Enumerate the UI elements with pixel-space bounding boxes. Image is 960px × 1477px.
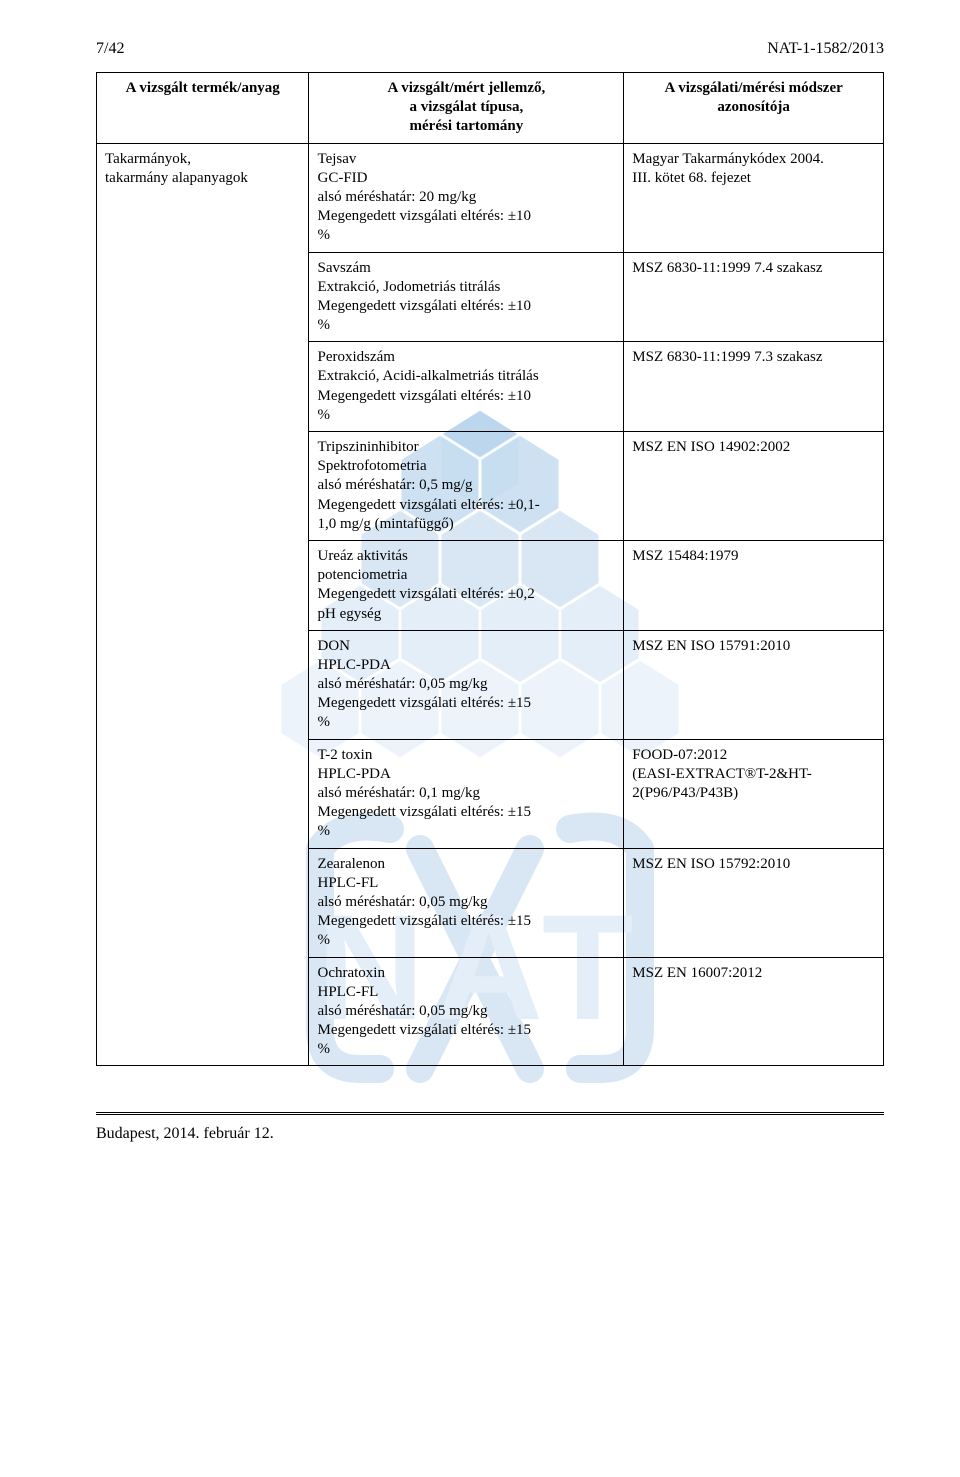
table-row: Takarmányok,takarmány alapanyagok Tejsav… [97,143,884,252]
methods-table: A vizsgált termék/anyag A vizsgált/mért … [96,72,884,1066]
col-header-product: A vizsgált termék/anyag [97,73,309,144]
method-cell: OchratoxinHPLC-FLalsó méréshatár: 0,05 m… [309,957,624,1066]
method-cell: DONHPLC-PDAalsó méréshatár: 0,05 mg/kgMe… [309,630,624,739]
method-cell: Ureáz aktivitáspotenciometriaMegengedett… [309,540,624,630]
method-cell: T-2 toxinHPLC-PDAalsó méréshatár: 0,1 mg… [309,739,624,848]
method-cell: TejsavGC-FIDalsó méréshatár: 20 mg/kgMeg… [309,143,624,252]
page-number: 7/42 [96,40,124,58]
id-cell: Magyar Takarmánykódex 2004.III. kötet 68… [624,143,884,252]
doc-id: NAT-1-1582/2013 [767,40,884,58]
id-cell: MSZ EN ISO 15792:2010 [624,848,884,957]
id-cell: FOOD-07:2012(EASI-EXTRACT®T-2&HT-2(P96/P… [624,739,884,848]
method-cell: SavszámExtrakció, Jodometriás titrálásMe… [309,252,624,342]
id-cell: MSZ EN ISO 15791:2010 [624,630,884,739]
id-cell: MSZ 6830-11:1999 7.4 szakasz [624,252,884,342]
method-cell: TripszininhibitorSpektrofotometriaalsó m… [309,432,624,541]
id-cell: MSZ EN ISO 14902:2002 [624,432,884,541]
page-header: 7/42 NAT-1-1582/2013 [96,40,884,58]
id-cell: MSZ 15484:1979 [624,540,884,630]
method-cell: PeroxidszámExtrakció, Acidi-alkalmetriás… [309,342,624,432]
footer-rule [96,1112,884,1115]
footer-text: Budapest, 2014. február 12. [96,1125,884,1143]
table-header-row: A vizsgált termék/anyag A vizsgált/mért … [97,73,884,144]
id-cell: MSZ EN 16007:2012 [624,957,884,1066]
id-cell: MSZ 6830-11:1999 7.3 szakasz [624,342,884,432]
method-cell: ZearalenonHPLC-FLalsó méréshatár: 0,05 m… [309,848,624,957]
col-header-method: A vizsgált/mért jellemző,a vizsgálat típ… [309,73,624,144]
col-header-id: A vizsgálati/mérési módszerazonosítója [624,73,884,144]
product-cell: Takarmányok,takarmány alapanyagok [97,143,309,1066]
